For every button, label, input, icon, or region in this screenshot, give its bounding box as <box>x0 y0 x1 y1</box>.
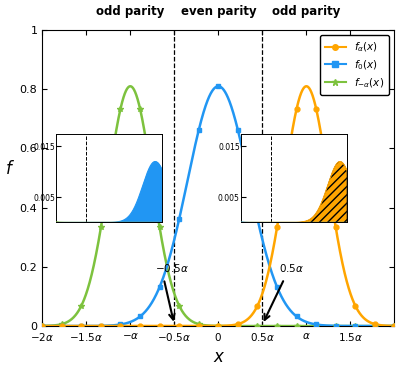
Text: $-0.5\alpha$: $-0.5\alpha$ <box>155 262 188 274</box>
Text: odd parity: odd parity <box>272 5 340 18</box>
Text: $0.5\alpha$: $0.5\alpha$ <box>279 262 304 274</box>
Text: odd parity: odd parity <box>96 5 164 18</box>
Text: even parity: even parity <box>180 5 256 18</box>
Y-axis label: f: f <box>6 160 12 178</box>
X-axis label: x: x <box>213 349 223 366</box>
Legend: $f_\alpha(x)$, $f_0(x)$, $f_{-\alpha}(x)$: $f_\alpha(x)$, $f_0(x)$, $f_{-\alpha}(x)… <box>320 35 389 95</box>
